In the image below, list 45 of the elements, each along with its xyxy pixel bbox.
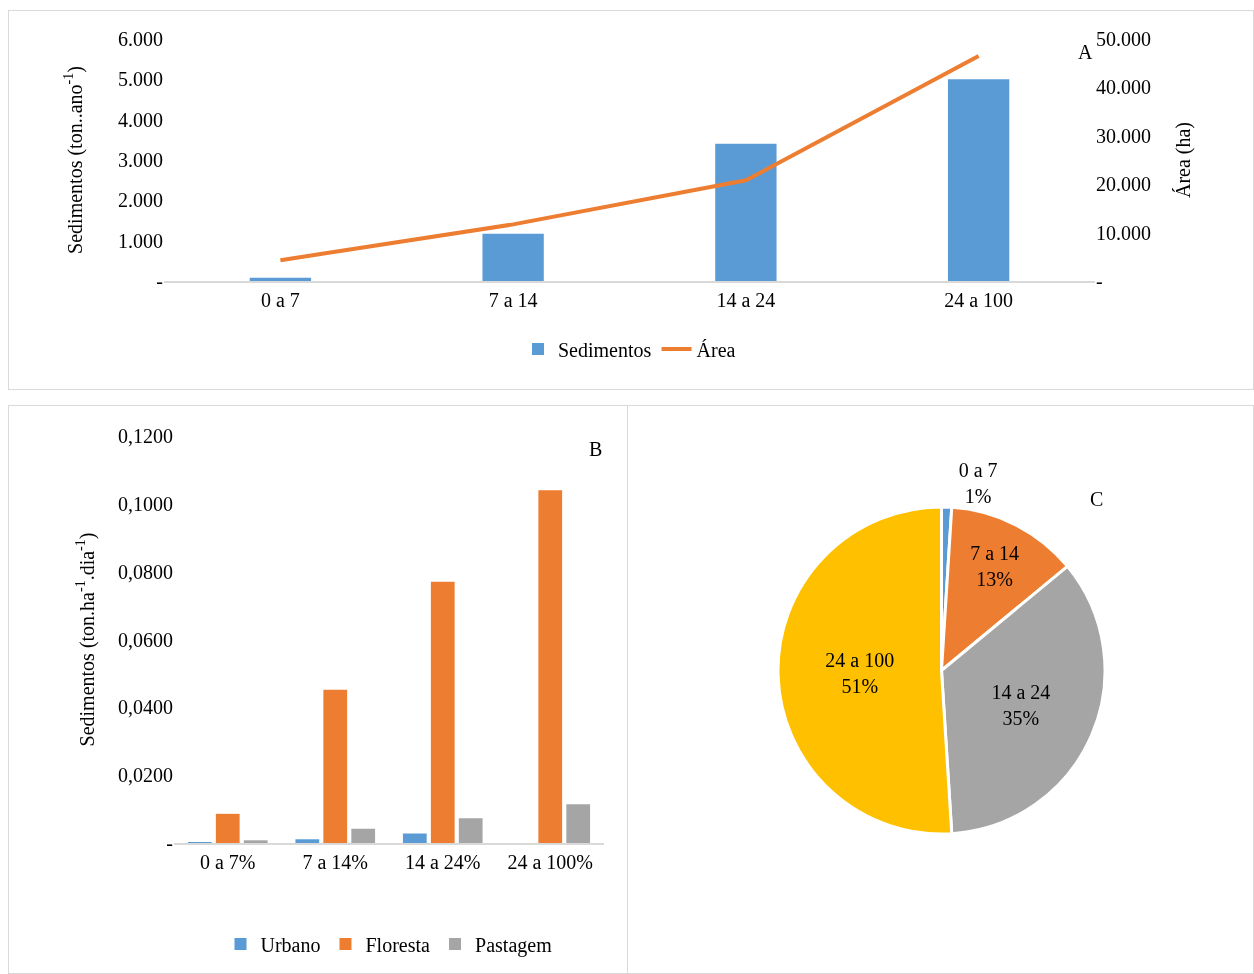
slice-label: 7 a 14 [970, 542, 1020, 565]
y-tick-label: 6.000 [118, 28, 163, 50]
x-tick-label: 24 a 100 [944, 288, 1014, 311]
legend-label: Urbano [260, 933, 321, 956]
x-tick-label: 0 a 7 [260, 288, 300, 311]
legend-label: Floresta [365, 933, 431, 956]
x-tick-label: 0 a 7% [199, 850, 256, 873]
legend-label: Área [696, 338, 736, 361]
y-tick-label: 0,1000 [118, 492, 173, 515]
data-label: 1% [964, 485, 992, 508]
y-tick-label: 1.000 [118, 229, 163, 252]
x-tick-label: 14 a 24 [716, 288, 776, 311]
y2-axis-title: Área (ha) [1171, 121, 1195, 199]
text: C [1090, 488, 1104, 510]
slice-label: 0 a 7 [958, 459, 998, 482]
slice-label: 24 a 100 [825, 649, 895, 672]
data-label: 35% [1002, 706, 1040, 729]
y-tick-label: 3.000 [118, 149, 163, 171]
annotation: A [1078, 41, 1093, 63]
y-tick-label: 0,0200 [118, 764, 173, 787]
data-label: 13% [976, 568, 1013, 591]
y-tick-label: 4.000 [118, 108, 163, 131]
y2-tick-label: 30.000 [1096, 124, 1151, 147]
y2-tick-label: 20.000 [1096, 173, 1151, 196]
legend-label: Pastagem [475, 933, 553, 957]
y-tick-label: 5.000 [118, 68, 163, 91]
slice-label: 14 a 24 [991, 680, 1051, 703]
x-tick-label: 7 a 14 [488, 288, 538, 311]
y-tick-label: 2.000 [118, 189, 163, 212]
y-tick-label: - [166, 832, 173, 854]
legend-label: Sedimentos [558, 338, 652, 361]
y-tick-label: - [156, 270, 163, 292]
x-tick-label: 7 a 14% [302, 850, 369, 873]
y2-tick-label: 10.000 [1096, 221, 1151, 244]
y-tick-label: 0,0400 [118, 696, 173, 719]
data-label: 51% [841, 675, 879, 698]
x-tick-label: 24 a 100% [507, 850, 594, 873]
annotation: B [589, 438, 603, 460]
y2-tick-label: 50.000 [1096, 28, 1151, 50]
y2-tick-label: 40.000 [1096, 76, 1151, 99]
y-tick-label: 0,0800 [118, 560, 173, 583]
y2-tick-label: - [1096, 270, 1103, 292]
y-tick-label: 0,1200 [118, 425, 173, 447]
y-tick-label: 0,0600 [118, 628, 173, 651]
x-tick-label: 14 a 24% [404, 850, 481, 873]
